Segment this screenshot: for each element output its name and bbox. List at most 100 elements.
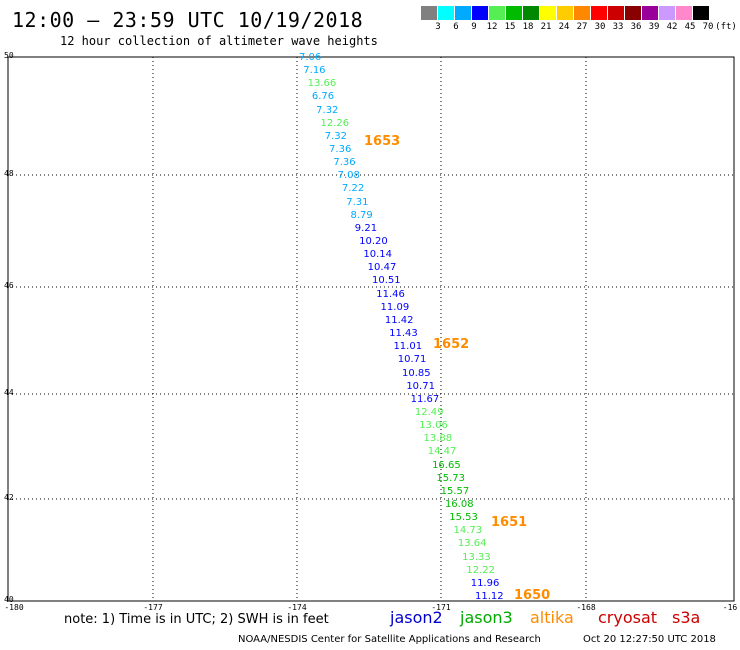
wave-height-value: 7.32 bbox=[316, 104, 339, 116]
color-scale-bar bbox=[421, 6, 710, 20]
pass-time-label: 1650 bbox=[514, 588, 551, 603]
scale-label: 39 bbox=[648, 22, 660, 32]
latitude-label: 42 bbox=[4, 493, 14, 502]
scale-swatch bbox=[574, 6, 591, 20]
wave-height-value: 10.14 bbox=[363, 249, 393, 261]
wave-height-value: 11.01 bbox=[393, 341, 423, 353]
wave-height-value: 12.22 bbox=[466, 564, 496, 576]
longitude-label: -177 bbox=[143, 603, 163, 612]
wave-height-value: 10.71 bbox=[397, 354, 427, 366]
wave-height-value: 7.16 bbox=[303, 65, 326, 77]
satellite-jason3: jason3 bbox=[460, 608, 513, 627]
wave-height-value: 12.26 bbox=[320, 117, 350, 129]
scale-label: 15 bbox=[504, 22, 516, 32]
wave-height-value: 7.06 bbox=[299, 52, 322, 63]
latitude-label: 50 bbox=[4, 51, 14, 60]
wave-height-value: 11.12 bbox=[475, 591, 504, 602]
footnote: note: 1) Time is in UTC; 2) SWH is in fe… bbox=[64, 612, 329, 627]
satellite-cryosat: cryosat bbox=[598, 608, 658, 627]
scale-label: 21 bbox=[540, 22, 552, 32]
map-frame bbox=[7, 56, 735, 602]
scale-label: 70 bbox=[702, 22, 714, 32]
map-title: 12:00 – 23:59 UTC 10/19/2018 bbox=[12, 8, 364, 32]
wave-height-value: 10.20 bbox=[359, 236, 388, 248]
scale-label: 3 bbox=[435, 22, 441, 32]
wave-height-value: 10.71 bbox=[406, 380, 435, 392]
scale-label: 45 bbox=[684, 22, 696, 32]
wave-height-value: 13.33 bbox=[462, 551, 491, 563]
wave-height-value: 13.88 bbox=[423, 433, 453, 445]
wave-height-value: 9.21 bbox=[354, 222, 378, 234]
longitude-label: -16 bbox=[722, 603, 738, 612]
wave-height-value: 14.73 bbox=[453, 525, 483, 537]
latitude-label: 44 bbox=[4, 388, 14, 397]
wave-height-value: 11.09 bbox=[380, 301, 410, 313]
wave-height-value: 7.36 bbox=[333, 157, 356, 169]
scale-swatch bbox=[472, 6, 489, 20]
color-scale-labels: 3 6 9 12 15 18 21 24 27 30 33 36 39 42 45 70 (ft) bbox=[421, 22, 740, 34]
scale-swatch bbox=[455, 6, 472, 20]
scale-swatch bbox=[523, 6, 540, 20]
scale-label: 24 bbox=[558, 22, 570, 32]
wave-height-value: 16.08 bbox=[444, 498, 474, 510]
scale-swatch bbox=[421, 6, 438, 20]
wave-height-value: 6.76 bbox=[311, 91, 335, 103]
scale-swatch bbox=[591, 6, 608, 20]
scale-label: 12 bbox=[486, 22, 498, 32]
satellite-altika: altika bbox=[530, 608, 574, 627]
scale-swatch bbox=[676, 6, 693, 20]
wave-height-value: 10.47 bbox=[367, 262, 397, 274]
latitude-label: 46 bbox=[4, 281, 14, 290]
scale-swatch bbox=[608, 6, 625, 20]
map-subtitle: 12 hour collection of altimeter wave hei… bbox=[60, 34, 378, 48]
scale-swatch bbox=[659, 6, 676, 20]
wave-height-value: 7.36 bbox=[329, 144, 352, 156]
scale-label: 36 bbox=[630, 22, 642, 32]
wave-height-value: 13.06 bbox=[419, 420, 448, 432]
scale-swatch bbox=[489, 6, 506, 20]
wave-height-value: 11.42 bbox=[384, 314, 414, 326]
wave-height-value: 15.73 bbox=[436, 472, 465, 484]
scale-label: 6 bbox=[453, 22, 459, 32]
wave-height-value: 13.66 bbox=[307, 78, 337, 90]
wave-height-value: 7.22 bbox=[341, 183, 365, 195]
scale-swatch bbox=[642, 6, 659, 20]
scale-label: (ft) bbox=[715, 22, 737, 32]
scale-label: 42 bbox=[666, 22, 678, 32]
wave-height-value: 11.96 bbox=[470, 577, 500, 589]
wave-height-value: 15.57 bbox=[440, 485, 470, 497]
longitude-label: -168 bbox=[576, 603, 596, 612]
wave-height-value: 14.47 bbox=[427, 446, 457, 458]
scale-label: 33 bbox=[612, 22, 624, 32]
wave-height-value: 7.08 bbox=[337, 170, 360, 182]
scale-swatch bbox=[540, 6, 557, 20]
wave-height-value: 15.53 bbox=[449, 512, 478, 524]
latitude-label: 40 bbox=[4, 595, 14, 604]
wave-height-value: 10.51 bbox=[371, 275, 401, 287]
scale-swatch bbox=[625, 6, 642, 20]
wave-height-value: 8.79 bbox=[350, 209, 373, 221]
wave-height-value: 7.31 bbox=[346, 196, 369, 208]
scale-label: 30 bbox=[594, 22, 606, 32]
longitude-label: -180 bbox=[4, 603, 24, 612]
pass-time-label: 1653 bbox=[364, 134, 401, 149]
pass-time-label: 1652 bbox=[433, 337, 470, 352]
wave-height-value: 10.85 bbox=[402, 367, 431, 379]
scale-label: 18 bbox=[522, 22, 534, 32]
generation-timestamp: Oct 20 12:27:50 UTC 2018 bbox=[583, 634, 716, 645]
credit-line: NOAA/NESDIS Center for Satellite Applica… bbox=[238, 634, 541, 645]
pass-time-label: 1651 bbox=[491, 515, 528, 530]
wave-height-value: 11.67 bbox=[410, 393, 440, 405]
scale-label: 9 bbox=[471, 22, 477, 32]
wave-height-value: 11.43 bbox=[389, 328, 418, 340]
scale-swatch bbox=[506, 6, 523, 20]
wave-height-value: 16.65 bbox=[432, 459, 461, 471]
graticule-lines bbox=[8, 57, 734, 601]
scale-swatch bbox=[693, 6, 710, 20]
wave-height-value: 11.46 bbox=[376, 288, 405, 300]
satellite-s3a: s3a bbox=[672, 608, 701, 627]
satellite-jason2: jason2 bbox=[390, 608, 443, 627]
longitude-label: -174 bbox=[287, 603, 307, 612]
longitude-label: -171 bbox=[431, 603, 451, 612]
